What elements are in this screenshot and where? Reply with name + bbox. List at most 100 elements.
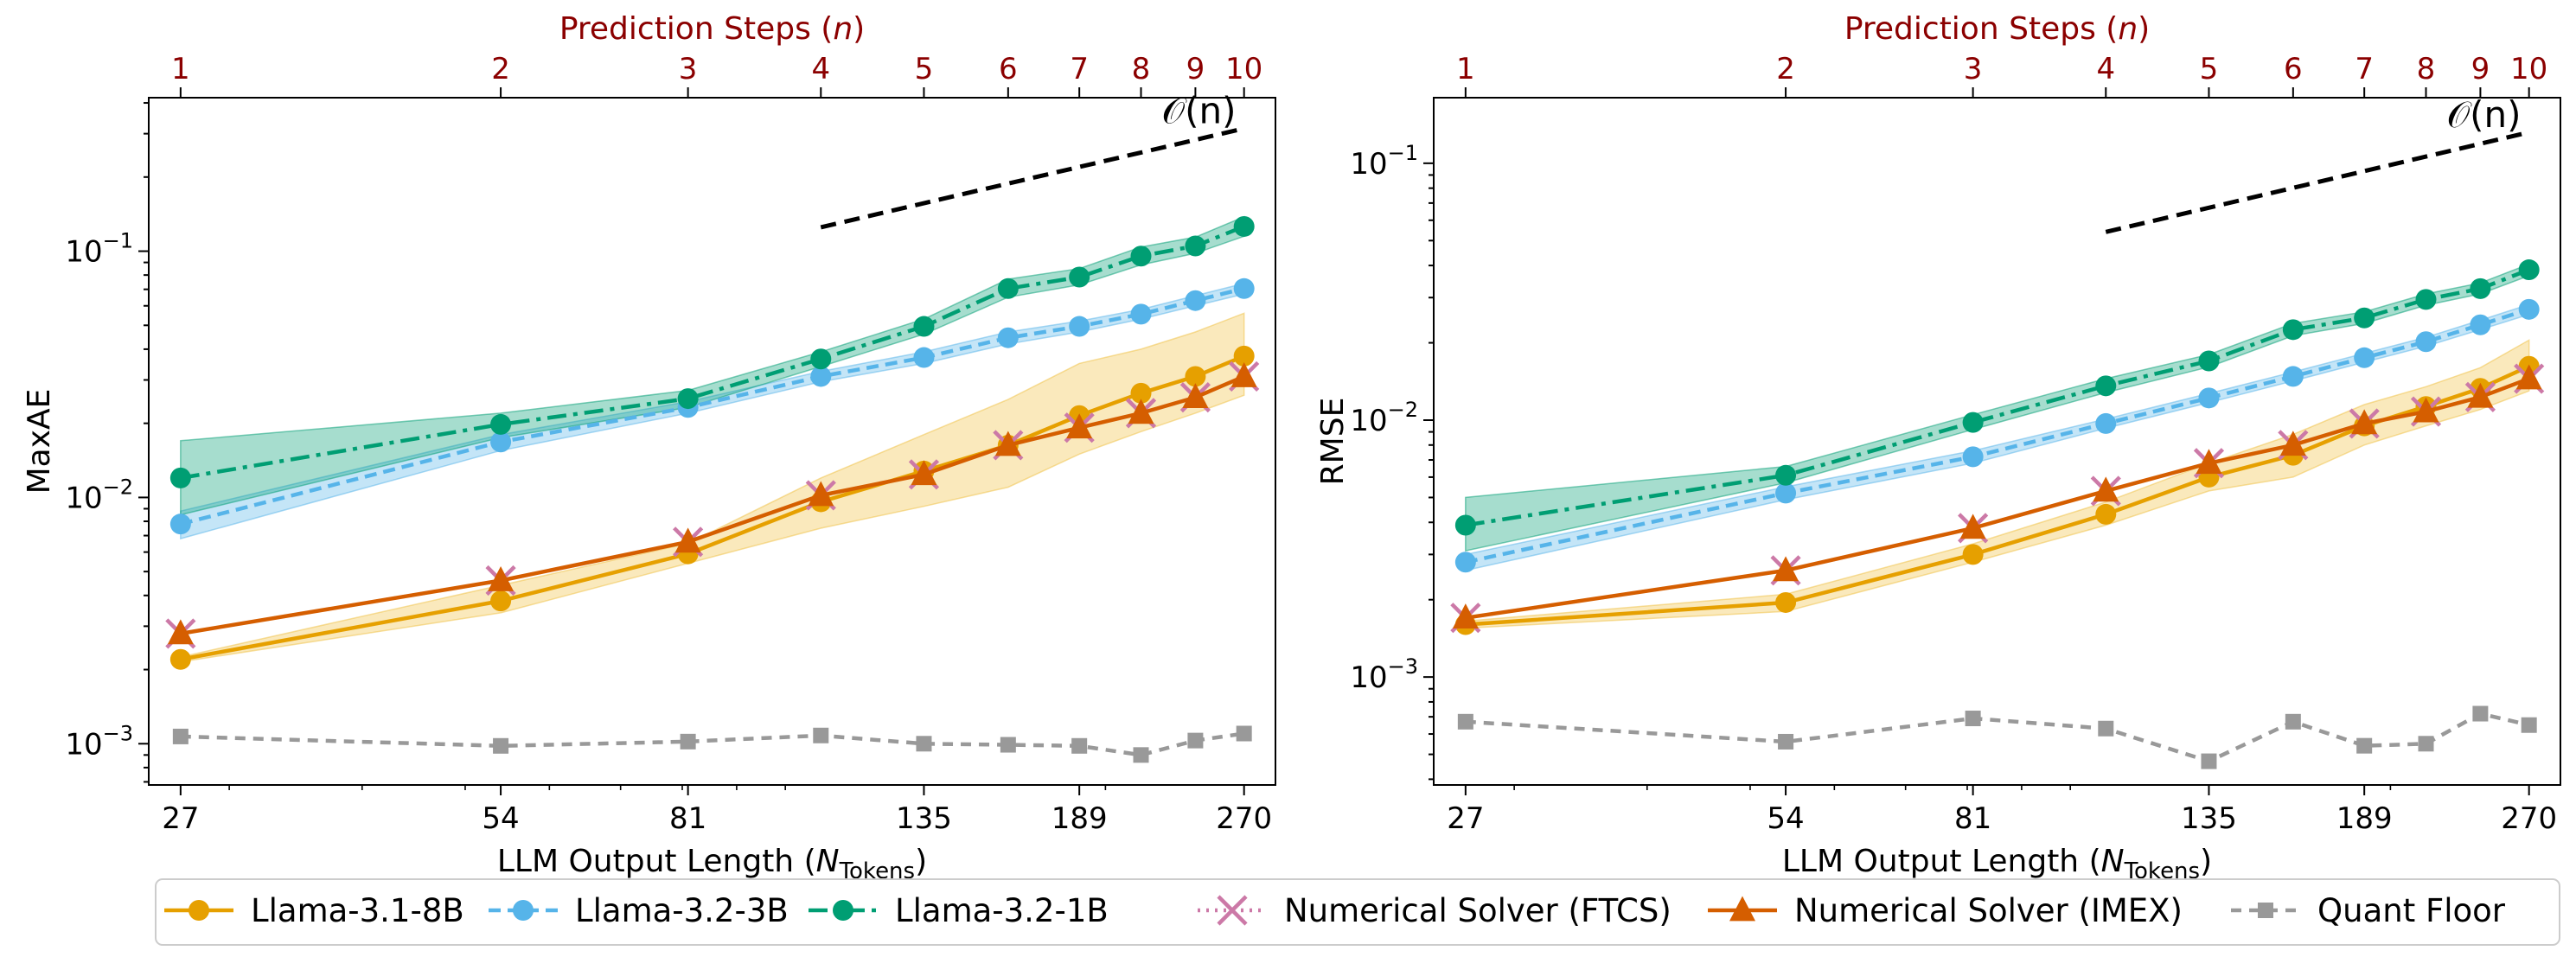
y-axis: 10−3 10−2 10−1 RMSE xyxy=(1315,141,1434,781)
data-point xyxy=(1962,412,1984,433)
series-llama-3-2-3b xyxy=(1454,298,2540,573)
data-point xyxy=(2415,289,2437,310)
top-tick-label: 7 xyxy=(1070,52,1089,86)
data-point xyxy=(493,737,509,754)
top-tick-label: 2 xyxy=(491,52,510,86)
top-tick-label: 5 xyxy=(2200,52,2219,86)
data-point xyxy=(2196,449,2222,475)
x-axis-label: LLM Output Length (NTokens) xyxy=(497,844,927,884)
y-axis-label: MaxAE xyxy=(22,389,57,494)
top-tick-label: 9 xyxy=(1186,52,1205,86)
data-point xyxy=(1775,591,1797,613)
legend-label: Llama-3.2-1B xyxy=(895,892,1109,929)
data-point xyxy=(2518,259,2540,281)
data-point xyxy=(1233,278,1255,299)
data-point xyxy=(1454,514,1476,536)
data-point xyxy=(490,590,512,612)
x-axis: 27 54 81 135 189 270 LLM Output Length (NToken… xyxy=(162,785,1272,884)
x-tick-label: 270 xyxy=(1216,801,1272,836)
data-point xyxy=(1185,366,1206,387)
data-point xyxy=(2472,705,2489,722)
data-point xyxy=(2282,319,2304,341)
band-llama-3-1-8b xyxy=(1465,339,2530,629)
series-line xyxy=(180,286,1245,526)
top-axis-label: Prediction Steps (n) xyxy=(559,11,865,47)
top-tick-label: 4 xyxy=(811,52,830,86)
series-llama-3-2-3b xyxy=(169,278,1255,535)
data-point xyxy=(2413,397,2439,423)
data-point xyxy=(2418,736,2434,752)
data-point xyxy=(1452,603,1479,629)
data-point xyxy=(1962,446,1984,468)
data-point xyxy=(169,514,191,535)
data-point xyxy=(1185,290,1206,311)
data-point xyxy=(1775,464,1797,486)
top-tick-label: 8 xyxy=(1132,52,1151,86)
data-point xyxy=(911,460,937,486)
top-tick-label: 7 xyxy=(2355,52,2374,86)
legend-entry-llama-3-2-1b: Llama-3.2-1B xyxy=(809,892,1109,929)
data-point xyxy=(2285,713,2301,730)
data-point xyxy=(1457,713,1473,730)
reference-label: 𝒪(n) xyxy=(1162,90,1237,132)
data-point xyxy=(490,431,512,453)
reference-label: 𝒪(n) xyxy=(2447,93,2522,136)
x-tick-label: 54 xyxy=(482,801,519,836)
x-axis: 27 54 81 135 189 270 LLM Output Length (NToken… xyxy=(1447,785,2557,884)
top-tick-label: 3 xyxy=(679,52,698,86)
data-point xyxy=(1965,711,1981,727)
legend-marker xyxy=(189,900,209,921)
band-llama-3-1-8b xyxy=(180,312,1245,663)
series-line xyxy=(180,224,1245,481)
data-point xyxy=(1000,737,1016,753)
y-axis: 10−3 10−2 10−1 MaxAE xyxy=(22,102,149,783)
data-point xyxy=(2098,720,2114,737)
top-tick-label: 5 xyxy=(915,52,934,86)
data-point xyxy=(1069,316,1090,337)
data-point xyxy=(1236,725,1252,742)
top-tick-label: 8 xyxy=(2417,52,2436,86)
data-point xyxy=(677,388,699,410)
data-point xyxy=(1233,215,1255,237)
legend-marker xyxy=(2258,903,2273,918)
series-quant-floor xyxy=(1457,705,2537,769)
data-point xyxy=(2356,737,2373,754)
data-point xyxy=(2095,503,2117,525)
x-tick-label: 189 xyxy=(1051,801,1108,836)
data-point xyxy=(2470,278,2491,299)
y-tick-label: 10−1 xyxy=(65,229,133,270)
legend-entry-numerical-solver-imex: Numerical Solver (IMEX) xyxy=(1708,892,2183,929)
legend-label: Llama-3.1-8B xyxy=(251,892,464,929)
legend-marker xyxy=(833,900,853,921)
data-point xyxy=(1133,747,1149,763)
series-line xyxy=(1465,364,2530,627)
legend-marker xyxy=(513,900,534,921)
data-point xyxy=(1187,732,1204,749)
data-point xyxy=(1959,514,1986,539)
x-tick-label: 81 xyxy=(669,801,706,836)
data-point xyxy=(490,413,512,435)
data-point xyxy=(913,316,935,337)
data-point xyxy=(172,728,189,744)
data-point xyxy=(1962,544,1984,565)
x-tick-label: 27 xyxy=(1447,801,1484,836)
data-point xyxy=(2470,314,2491,335)
data-point xyxy=(2198,387,2220,409)
x-tick-label: 81 xyxy=(1954,801,1991,836)
top-tick-label: 9 xyxy=(2471,52,2490,86)
data-point xyxy=(2515,364,2542,390)
data-point xyxy=(813,727,829,743)
data-point xyxy=(997,327,1019,348)
series-line xyxy=(180,731,1245,757)
reference-line xyxy=(2105,130,2530,234)
top-tick-label: 6 xyxy=(2284,52,2303,86)
data-point xyxy=(169,467,191,488)
data-point xyxy=(2201,753,2217,769)
y-tick-label: 10−1 xyxy=(1350,141,1418,182)
data-point xyxy=(1778,733,1794,750)
data-point xyxy=(2518,298,2540,320)
data-point xyxy=(167,619,194,645)
data-point xyxy=(2095,412,2117,434)
plot-frame xyxy=(1433,97,2561,786)
